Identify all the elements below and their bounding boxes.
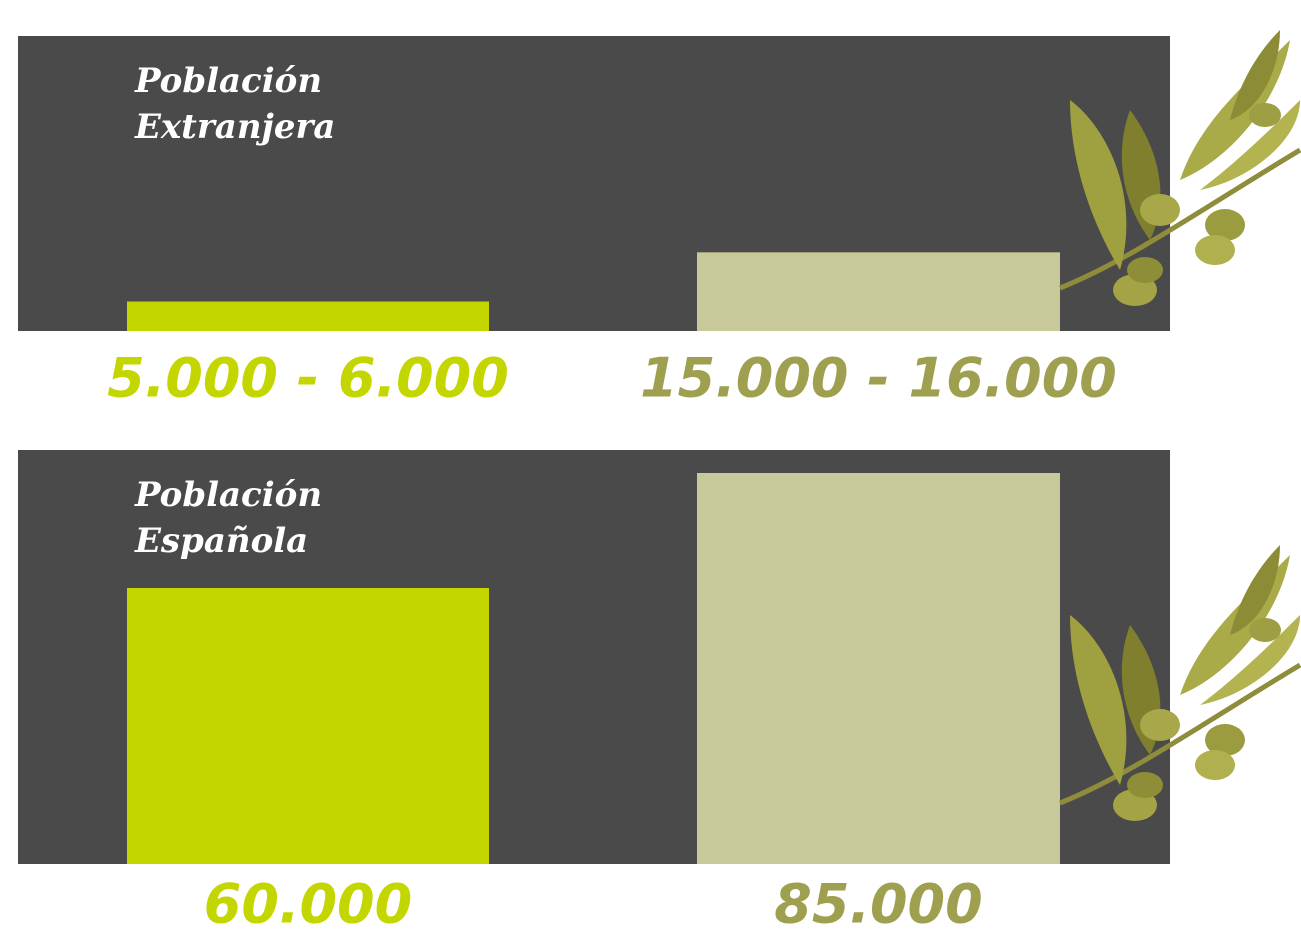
- bar: [697, 473, 1060, 864]
- value-label: 15.000 - 16.000: [640, 347, 1117, 410]
- chart-title: Población Española: [135, 475, 323, 561]
- value-label: 60.000: [204, 873, 412, 936]
- bar: [127, 588, 489, 864]
- value-label: 85.000: [774, 873, 982, 936]
- chart-title: Población Extranjera: [135, 61, 336, 147]
- value-label: 5.000 - 6.000: [107, 347, 509, 410]
- olive-branch: [1059, 545, 1301, 821]
- bar: [697, 252, 1060, 331]
- bar: [127, 301, 489, 331]
- olive-branch: [1059, 30, 1301, 306]
- olive-decoration: [1059, 30, 1301, 821]
